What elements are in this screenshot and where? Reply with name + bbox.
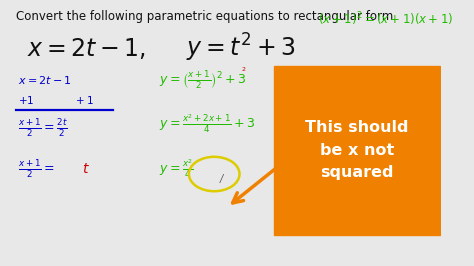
Text: Convert the following parametric equations to rectangular form: Convert the following parametric equatio… xyxy=(16,10,393,23)
Text: $x = 2t - 1,$: $x = 2t - 1,$ xyxy=(27,36,146,61)
Text: $x = 2t - 1$: $x = 2t - 1$ xyxy=(18,74,72,86)
Text: $(x+1)^2=(x+1)(x+1)$: $(x+1)^2=(x+1)(x+1)$ xyxy=(318,10,453,28)
Text: $\frac{x+1}{2} =$: $\frac{x+1}{2} =$ xyxy=(18,158,55,180)
Text: $\frac{x+1}{2} = \frac{2t}{2}$: $\frac{x+1}{2} = \frac{2t}{2}$ xyxy=(18,117,68,139)
Text: $y = \left(\frac{x+1}{2}\right)^2 + 3$: $y = \left(\frac{x+1}{2}\right)^2 + 3$ xyxy=(159,69,247,91)
Text: $y = \frac{x^2}{4}$: $y = \frac{x^2}{4}$ xyxy=(159,158,194,180)
Text: /: / xyxy=(220,174,223,184)
Text: $y = t^2 + 3$: $y = t^2 + 3$ xyxy=(186,32,295,64)
Text: $^2$: $^2$ xyxy=(241,66,246,75)
Text: $t$: $t$ xyxy=(82,162,90,176)
Text: $+1 \qquad\qquad +1$: $+1 \qquad\qquad +1$ xyxy=(18,94,94,106)
FancyBboxPatch shape xyxy=(273,65,440,235)
Text: This should
be x not
squared: This should be x not squared xyxy=(305,120,409,180)
Text: $y = \frac{x^2+2x+1}{4} + 3$: $y = \frac{x^2+2x+1}{4} + 3$ xyxy=(159,113,255,135)
